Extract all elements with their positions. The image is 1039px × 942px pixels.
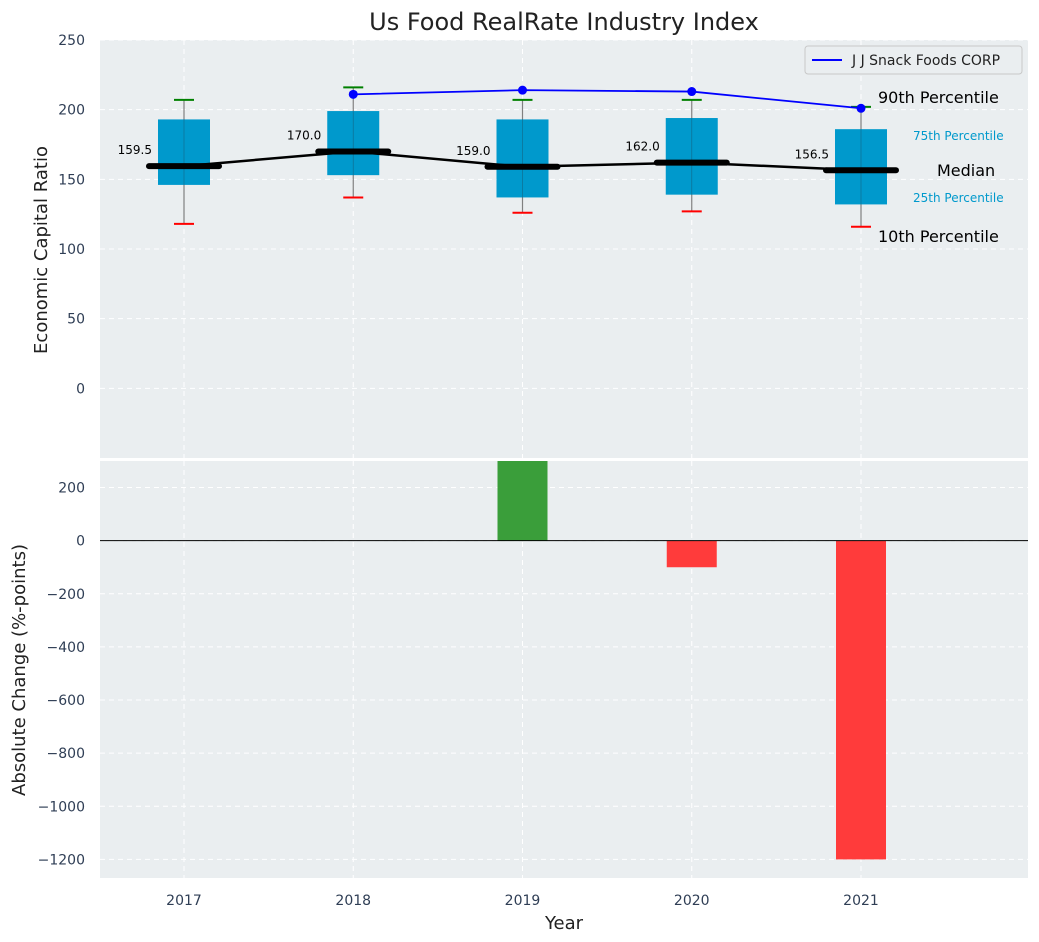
bottom-y-tick-label: −200 [47,587,85,603]
x-tick-label: 2019 [505,893,541,909]
top-y-ticks: 0 50 100 150 200 250 [58,33,85,397]
x-axis-label: Year [544,913,584,934]
annotation-p75: 75th Percentile [913,129,1004,143]
legend-label: J J Snack Foods CORP [851,53,1000,69]
bottom-y-tick-label: −800 [47,746,85,762]
median-label-2018: 170.0 [287,128,321,142]
top-y-tick-label: 50 [67,312,85,328]
bottom-y-tick-label: −1000 [38,799,85,815]
x-tick-label: 2020 [674,893,710,909]
change-bar-2020 [666,540,717,568]
top-y-axis-label: Economic Capital Ratio [31,146,52,354]
annotation-p25: 25th Percentile [913,191,1004,205]
median-label-2020: 162.0 [625,140,659,154]
bottom-y-tick-label: 200 [58,481,85,497]
median-label-2017: 159.5 [118,143,152,157]
top-y-tick-label: 150 [58,172,85,188]
median-label-2019: 159.0 [456,144,490,158]
bottom-panel-background [100,461,1028,878]
median-trend [183,150,862,172]
top-y-tick-label: 100 [58,242,85,258]
bottom-y-tick-label: −1200 [38,852,85,868]
x-tick-label: 2018 [335,893,371,909]
x-tick-label: 2017 [166,893,202,909]
legend-box [804,45,1023,75]
x-tick-label: 2021 [843,893,879,909]
company-point-2020 [687,87,697,97]
company-point-2021 [856,103,866,113]
legend: J J Snack Foods CORP [804,45,1023,75]
bottom-y-axis-label: Absolute Change (%-points) [9,544,30,796]
bottom-y-tick-label: −400 [47,640,85,656]
annotation-p10: 10th Percentile [878,227,999,246]
bottom-y-tick-label: 0 [76,534,85,550]
annotation-p90: 90th Percentile [878,88,999,107]
company-series [348,85,866,113]
annotation-median: Median [937,161,995,180]
median-trend-line [183,150,862,172]
top-grid [100,39,1028,458]
company-point-2018 [348,89,358,99]
change-bar-2019 [497,461,548,541]
change-bar-2021 [836,540,886,860]
median-label-2021: 156.5 [795,147,829,161]
company-point-2019 [518,85,527,95]
top-y-tick-label: 250 [58,33,85,49]
bottom-y-tick-label: −600 [47,693,85,709]
top-y-tick-label: 0 [76,381,85,397]
bottom-y-ticks: −1200 −1000 −800 −600 −400 −200 0 200 [38,481,85,869]
boxes: 159.5 170.0 159.0 162.0 156.5 [118,86,899,228]
chart-title: Us Food RealRate Industry Index [369,8,759,36]
change-bars [497,461,886,860]
x-ticks: 2017 2018 2019 2020 2021 [166,893,879,909]
top-y-tick-label: 200 [58,103,85,119]
company-series-line [353,89,862,110]
